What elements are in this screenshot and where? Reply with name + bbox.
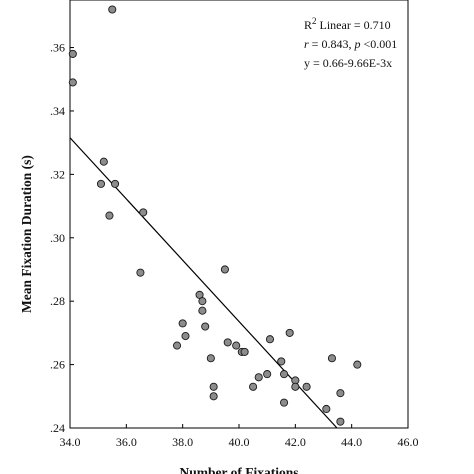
data-point xyxy=(96,179,106,188)
data-point xyxy=(136,268,145,277)
y-tick-label: .28 xyxy=(50,294,65,308)
data-point xyxy=(181,332,190,341)
plot-area xyxy=(69,0,409,429)
x-tick-label: 46.0 xyxy=(398,435,419,449)
x-tick-label: 34.0 xyxy=(60,435,81,449)
y-tick-label: .26 xyxy=(50,358,65,372)
data-point xyxy=(223,338,232,347)
data-point xyxy=(178,319,187,328)
data-point xyxy=(139,208,148,217)
x-tick-label: 36.0 xyxy=(116,435,137,449)
data-point xyxy=(206,354,215,363)
y-tick-label: .36 xyxy=(50,41,65,55)
data-point xyxy=(263,370,272,379)
stats-annotation: R2 Linear = 0.710 r = 0.843, p <0.001 y … xyxy=(304,16,397,70)
data-point xyxy=(172,341,182,350)
data-point xyxy=(322,404,331,414)
y-tick-label: .34 xyxy=(50,104,65,118)
data-point xyxy=(291,382,300,391)
x-tick-label: 38.0 xyxy=(172,435,193,449)
x-axis-title: Number of Fixations xyxy=(179,465,298,474)
data-point xyxy=(302,382,311,391)
x-tick-label: 42.0 xyxy=(285,435,306,449)
correlation-text: r = 0.843, p <0.001 xyxy=(304,37,397,51)
data-point xyxy=(68,78,77,87)
data-point xyxy=(353,360,362,369)
data-point xyxy=(280,370,289,379)
equation-text: y = 0.66-9.66E-3x xyxy=(304,56,392,70)
data-point xyxy=(254,373,263,382)
data-point xyxy=(240,347,249,356)
plot-frame xyxy=(69,0,409,429)
x-tick-label: 40.0 xyxy=(229,435,250,449)
data-point xyxy=(105,211,114,220)
data-point xyxy=(277,357,286,366)
data-point xyxy=(220,265,229,274)
r-squared-text: R2 Linear = 0.710 xyxy=(304,16,391,32)
y-tick-label: .24 xyxy=(50,421,65,435)
data-point xyxy=(249,382,258,391)
data-point xyxy=(285,328,294,337)
data-point xyxy=(327,354,337,363)
x-axis-ticks: 34.0 36.0 38.0 40.0 42.0 44.0 46.0 xyxy=(60,424,419,449)
data-point xyxy=(99,157,108,166)
data-point xyxy=(209,382,218,391)
x-tick-label: 44.0 xyxy=(341,435,362,449)
data-point xyxy=(111,179,120,188)
data-point xyxy=(68,49,77,58)
y-tick-label: .32 xyxy=(50,167,65,181)
data-point xyxy=(108,5,117,14)
data-point xyxy=(265,335,275,344)
data-point xyxy=(209,392,218,401)
data-point xyxy=(201,322,210,331)
y-tick-label: .30 xyxy=(50,231,65,245)
data-point xyxy=(198,306,207,315)
data-points xyxy=(68,5,362,426)
y-axis-title: Mean Fixation Duration (s) xyxy=(19,155,34,313)
data-point xyxy=(336,417,345,426)
data-point xyxy=(232,341,241,350)
data-point xyxy=(198,297,207,306)
data-point xyxy=(280,398,289,407)
data-point xyxy=(336,389,345,398)
y-axis-ticks: .24 .26 .28 .30 .32 .34 .36 xyxy=(50,41,74,435)
